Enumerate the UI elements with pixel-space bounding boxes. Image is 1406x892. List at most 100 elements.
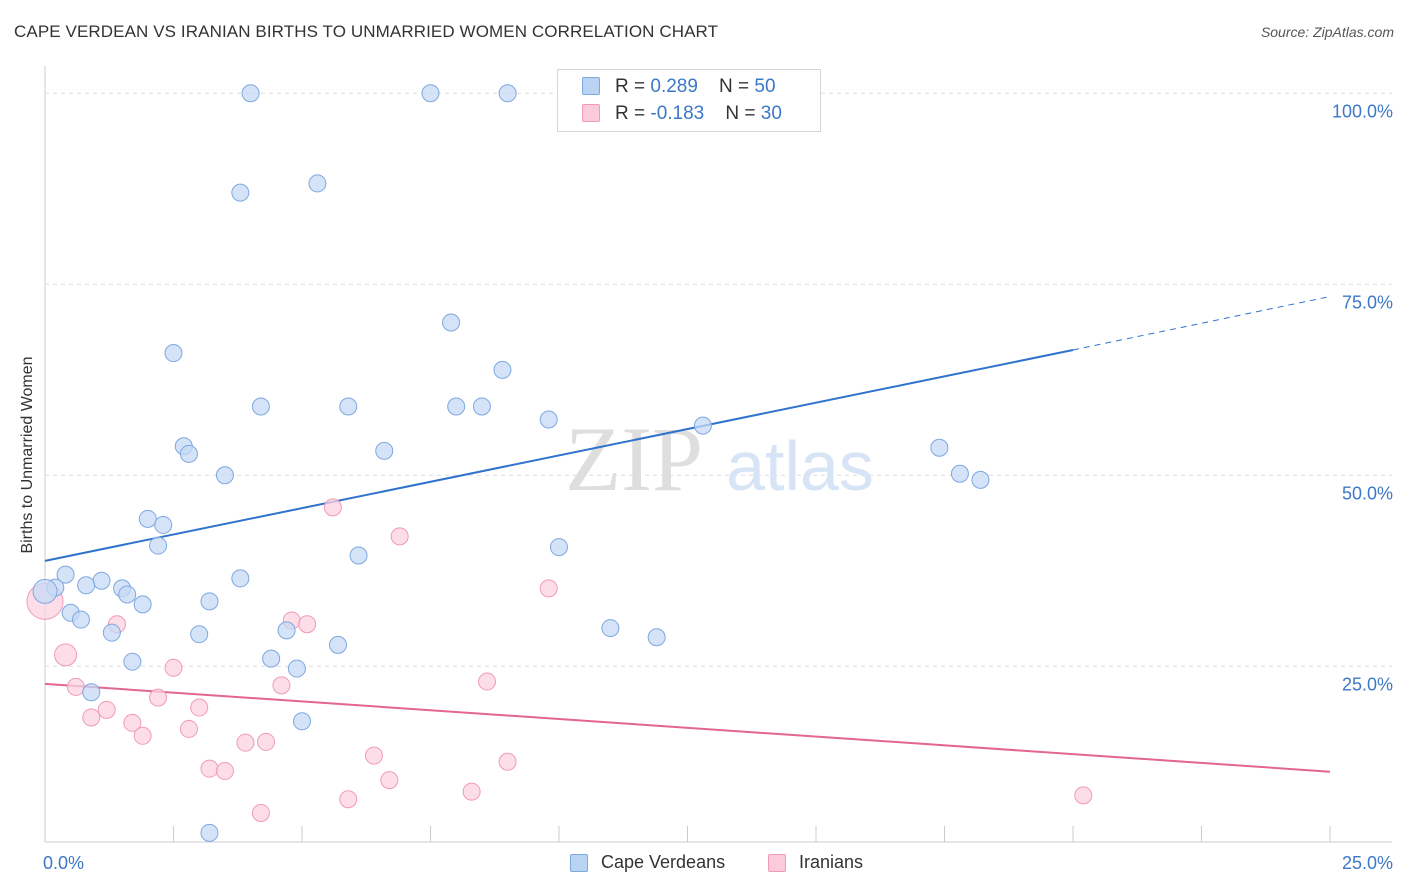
iranian-point bbox=[236, 733, 255, 752]
iranian-point bbox=[539, 579, 558, 598]
iranian-point bbox=[390, 527, 409, 546]
cape-verdean-point bbox=[92, 571, 111, 590]
iranian-point bbox=[298, 615, 317, 634]
trend-line-iranians bbox=[44, 682, 1331, 773]
cape-verdean-point bbox=[287, 659, 306, 678]
iranian-point bbox=[257, 732, 276, 751]
trend-line-cape-verdeans bbox=[44, 349, 1074, 562]
watermark-zip: ZIP bbox=[565, 408, 703, 510]
cape-verdean-point bbox=[82, 683, 101, 702]
cape-verdean-point bbox=[190, 625, 209, 644]
cape-verdean-point bbox=[647, 628, 666, 647]
cape-verdean-point bbox=[133, 595, 152, 614]
x-tick-label: 0.0% bbox=[43, 853, 84, 873]
cape-verdean-point bbox=[32, 578, 58, 604]
cape-verdean-point bbox=[447, 397, 466, 416]
legend-label-iranians: Iranians bbox=[799, 852, 864, 872]
iranian-point bbox=[164, 658, 183, 677]
cape-verdean-point bbox=[118, 585, 137, 604]
legend-r-value: 0.289 bbox=[650, 76, 698, 97]
cape-verdean-point bbox=[930, 438, 949, 457]
legend-n-value: 30 bbox=[760, 103, 782, 124]
cape-verdean-point bbox=[349, 546, 368, 565]
cape-verdean-point bbox=[123, 652, 142, 671]
iranian-point bbox=[97, 700, 116, 719]
axes-layer bbox=[44, 66, 1392, 843]
iranian-point bbox=[272, 676, 291, 695]
tick-labels: 25.0% 50.0% 75.0% 100.0% 0.0% 25.0% bbox=[43, 101, 1393, 873]
cape-verdean-point bbox=[154, 515, 173, 534]
legend-r-label: R = bbox=[615, 76, 651, 97]
cape-verdean-point bbox=[601, 619, 620, 638]
legend-n-label: N = bbox=[725, 103, 761, 124]
iranian-point bbox=[179, 719, 198, 738]
iranian-point bbox=[462, 782, 481, 801]
cape-verdean-point bbox=[277, 621, 296, 640]
iranian-point bbox=[1074, 786, 1093, 805]
cape-verdean-point bbox=[164, 344, 183, 363]
iranian-point bbox=[200, 759, 219, 778]
y-axis-label: Births to Unmarried Women bbox=[19, 356, 36, 554]
cape-verdean-point bbox=[472, 397, 491, 416]
y-tick-label: 75.0% bbox=[1342, 292, 1393, 312]
iranian-point bbox=[339, 790, 358, 809]
legend-swatch-iranians bbox=[768, 854, 786, 872]
cape-verdean-point bbox=[950, 464, 969, 483]
legend-swatch-cape-verdeans bbox=[582, 77, 600, 95]
correlation-legend: R = 0.289 N = 50 R = -0.183 N = 30 bbox=[557, 69, 821, 132]
trend-lines bbox=[44, 296, 1331, 773]
iranian-point bbox=[380, 771, 399, 790]
cape-verdean-point bbox=[442, 313, 461, 332]
cape-verdean-point bbox=[293, 712, 311, 731]
iranian-point bbox=[66, 677, 85, 696]
cape-verdean-point bbox=[200, 823, 219, 842]
iranian-point bbox=[215, 761, 234, 780]
cape-verdean-point bbox=[262, 649, 281, 668]
cape-verdean-point bbox=[102, 623, 121, 642]
legend-swatch-cape-verdeans bbox=[570, 854, 588, 872]
iranian-point bbox=[123, 713, 142, 732]
iranian-point bbox=[478, 672, 497, 691]
watermark: ZIP atlas bbox=[565, 408, 874, 510]
legend-n-label: N = bbox=[719, 76, 755, 97]
cape-verdean-point bbox=[375, 441, 394, 460]
legend-label-cape-verdeans: Cape Verdeans bbox=[601, 852, 726, 872]
cape-verdean-point bbox=[339, 397, 358, 416]
iranian-point bbox=[54, 643, 78, 667]
iranian-point bbox=[133, 726, 152, 745]
cape-verdean-point bbox=[56, 565, 75, 584]
cape-verdean-point bbox=[215, 466, 234, 485]
cape-verdean-point bbox=[241, 84, 260, 103]
trend-line-extension bbox=[1072, 296, 1331, 351]
iranian-point bbox=[251, 803, 270, 822]
legend-swatch-iranians bbox=[582, 104, 600, 122]
cape-verdean-point bbox=[251, 397, 270, 416]
cape-verdean-point bbox=[328, 635, 347, 654]
cape-verdean-point bbox=[138, 509, 157, 528]
x-tick-label: 25.0% bbox=[1342, 853, 1393, 873]
legend-n-value: 50 bbox=[754, 76, 776, 97]
cape-verdean-point bbox=[693, 416, 712, 435]
legend-r-value: -0.183 bbox=[650, 103, 705, 124]
cape-verdean-point bbox=[149, 536, 168, 555]
cape-verdean-point bbox=[971, 470, 990, 489]
cape-verdean-point bbox=[179, 444, 198, 463]
source-credit: Source: ZipAtlas.com bbox=[1260, 24, 1394, 40]
y-tick-label: 25.0% bbox=[1342, 674, 1393, 694]
y-tick-label: 100.0% bbox=[1332, 101, 1393, 121]
cape-verdean-point bbox=[421, 84, 440, 103]
cape-verdean-point bbox=[498, 84, 517, 103]
cape-verdean-point bbox=[308, 174, 327, 193]
cape-verdean-point bbox=[539, 410, 558, 429]
iranian-point bbox=[190, 698, 209, 717]
iranian-point bbox=[323, 498, 342, 517]
data-points bbox=[26, 84, 1093, 842]
iranian-point bbox=[498, 752, 517, 771]
iranian-point bbox=[149, 688, 168, 707]
cape-verdean-point bbox=[231, 183, 250, 202]
chart-title: CAPE VERDEAN VS IRANIAN BIRTHS TO UNMARR… bbox=[14, 22, 719, 41]
cape-verdean-point bbox=[231, 569, 250, 588]
watermark-atlas: atlas bbox=[726, 427, 874, 505]
y-tick-label: 50.0% bbox=[1342, 483, 1393, 503]
